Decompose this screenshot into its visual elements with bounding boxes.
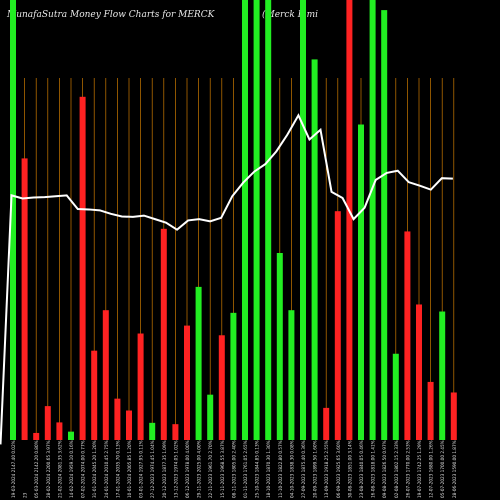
bar [91, 350, 98, 440]
x-tick-label: 23 [23, 492, 28, 498]
bar [33, 432, 40, 440]
x-tick-label: 15-11-2023 1968.55 3.87% [220, 440, 225, 498]
chart-x-labels: 19-03-2024 2147.40 0.02% 23 05-03-2024 214… [11, 440, 457, 498]
bar [416, 304, 422, 440]
x-tick-label: 01-11-2023 1761.05 2.65% [243, 440, 248, 498]
bar [114, 398, 121, 440]
series-line [0, 113, 453, 445]
x-tick-label: 14-02-2024 1959.10 0.16% [69, 440, 74, 498]
bar [323, 407, 330, 440]
bar [44, 406, 51, 440]
bar [358, 124, 364, 441]
bar [288, 310, 295, 440]
bar [218, 335, 225, 440]
bar [10, 0, 16, 440]
chart-title: MunafaSutra Money Flow Charts for MERCK [7, 10, 215, 20]
bar [184, 325, 190, 440]
x-tick-label: 05-07-2023 1700.00 2.45% [440, 440, 445, 498]
x-tick-label: 20-12-2023 1877.35 1.09% [162, 440, 167, 498]
bar [102, 310, 109, 440]
x-tick-label: 27-09-2023 1875.40 0.36% [301, 440, 306, 498]
bar [160, 228, 167, 440]
bar [149, 422, 156, 440]
x-tick-label: 13-12-2023 1974.05 1.02% [173, 440, 178, 498]
bar [369, 0, 376, 440]
chart-subtitle: (Merck Limi [262, 10, 318, 20]
x-tick-label: 19-03-2024 2147.40 0.02% [11, 440, 16, 498]
bar [392, 353, 399, 440]
x-tick-label: 27-12-2023 1974.45 1.04% [150, 440, 155, 498]
x-tick-label: 13-09-2023 1918.25 2.55% [324, 440, 329, 498]
bar [450, 392, 457, 440]
bar [68, 431, 74, 440]
bar [230, 312, 237, 440]
x-tick-label: 26-07-2023 1770.00 2.53% [405, 440, 410, 498]
x-tick-label: 02-08-2023 1802.15 2.33% [394, 440, 399, 498]
x-tick-label: 25-10-2023 1844.85 0.13% [255, 440, 260, 498]
x-tick-label: 06-09-2023 1925.65 3.60% [336, 440, 341, 498]
bar [126, 410, 132, 440]
x-tick-label: 16-08-2023 1818.00 1.41% [371, 440, 376, 498]
bar [195, 286, 202, 440]
bar [207, 394, 214, 440]
bar [334, 211, 341, 440]
x-tick-label: 23-08-2023 1840.05 0.46% [359, 440, 364, 498]
bar [253, 0, 260, 440]
x-tick-label: 07-02-2024 2074.00 0.77% [81, 440, 86, 498]
bar [21, 158, 28, 440]
bar [300, 0, 306, 440]
bar [404, 231, 411, 440]
x-tick-label: 18-10-2023 1870.30 1.30% [266, 440, 271, 498]
bar [137, 333, 144, 440]
x-tick-label: 10-01-2024 2005.85 1.20% [127, 440, 132, 498]
x-tick-label: 04-10-2023 1838.30 0.08% [289, 440, 294, 498]
bar [311, 59, 318, 441]
bar [381, 10, 388, 441]
bar [265, 0, 272, 440]
bar [439, 311, 446, 440]
x-tick-label: 03-01-2024 1927.95 0.11% [139, 440, 144, 498]
bar [346, 0, 353, 440]
x-tick-label: 30-08-2023 1851.00 3.14% [347, 440, 352, 498]
bar [276, 253, 283, 440]
x-tick-label: 17-01-2024 2035.70 0.13% [115, 440, 120, 498]
x-tick-label: 21-02-2024 2081.35 3.62% [57, 440, 62, 498]
bar [242, 0, 248, 440]
chart-bars [10, 0, 457, 441]
x-tick-label: 06-12-2023 1978.00 4.00% [185, 440, 190, 498]
x-tick-label: 05-03-2024 2142.20 0.80% [34, 440, 39, 498]
x-tick-label: 12-07-2023 1680.00 1.26% [429, 440, 434, 498]
x-tick-label: 08-11-2023 1805.00 2.40% [231, 440, 236, 498]
x-tick-label: 11-10-2023 1822.80 0.57% [278, 440, 283, 498]
x-tick-label: 24-01-2024 2010.45 2.75% [104, 440, 109, 498]
x-tick-label: 09-08-2023 1826.50 0.97% [382, 440, 387, 498]
bar [56, 422, 63, 440]
chart-line [0, 113, 453, 445]
x-tick-label: 22-11-2023 1961.70 2.70% [208, 440, 213, 498]
x-tick-label: 31-01-2024 2045.20 1.20% [92, 440, 97, 498]
bar [427, 381, 434, 440]
bar [172, 424, 179, 440]
x-tick-label: 20-09-2023 1899.50 1.60% [313, 440, 318, 498]
x-tick-label: 29-11-2023 2025.00 4.00% [197, 440, 202, 498]
x-tick-label: 28-06-2023 1590.00 1.87% [452, 440, 457, 498]
x-tick-label: 19-07-2023 1742.25 1.29% [417, 440, 422, 498]
bar [79, 96, 86, 441]
x-tick-label: 28-02-2024 2200.65 3.97% [46, 440, 51, 498]
